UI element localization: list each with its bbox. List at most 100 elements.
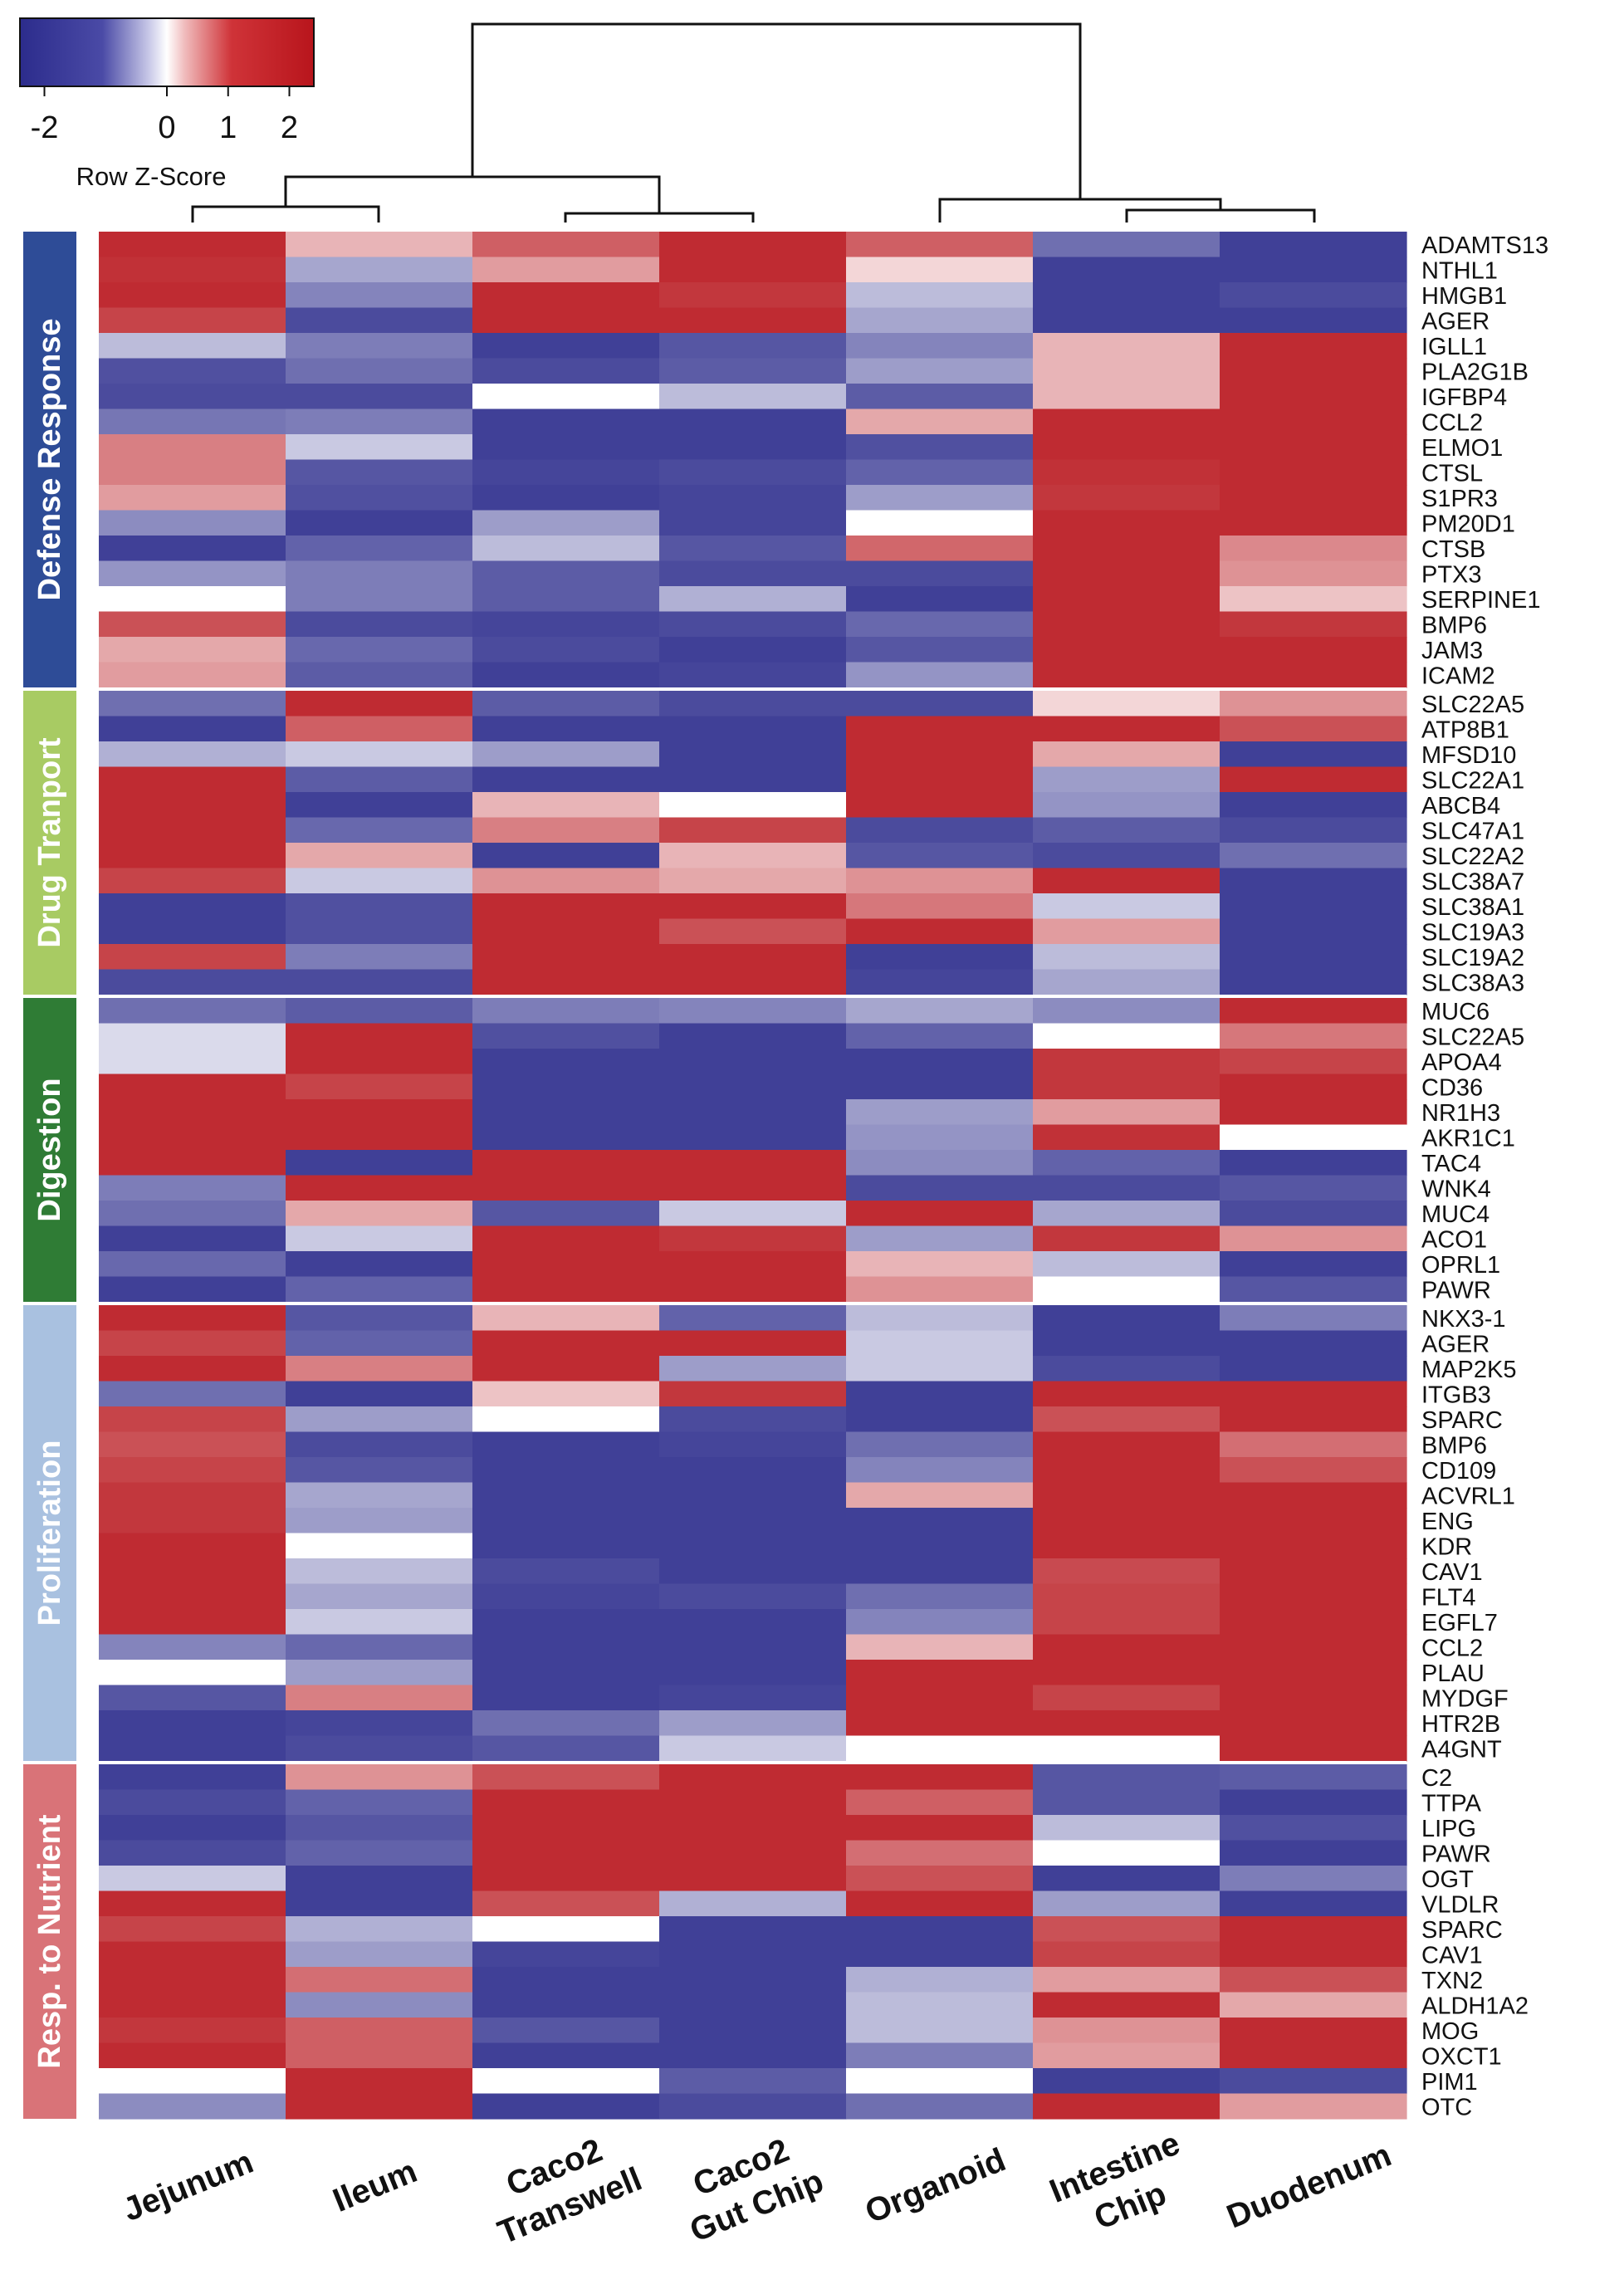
heatmap-cell bbox=[1033, 691, 1220, 717]
heatmap-cell bbox=[472, 510, 660, 536]
heatmap-cell bbox=[99, 408, 286, 435]
heatmap-cell bbox=[1220, 1482, 1407, 1509]
group-label: Proliferation bbox=[32, 1440, 67, 1626]
column-label: Caco2Transwell bbox=[477, 2122, 647, 2251]
heatmap-cell bbox=[846, 1840, 1034, 1866]
heatmap-cell bbox=[1220, 1175, 1407, 1201]
heatmap-cell bbox=[472, 1099, 660, 1126]
heatmap-cell bbox=[1033, 637, 1220, 663]
gene-label: CCL2 bbox=[1421, 1636, 1483, 1662]
heatmap-cell bbox=[1220, 792, 1407, 819]
gene-label: PTX3 bbox=[1421, 562, 1482, 589]
gene-label: AGER bbox=[1421, 1332, 1489, 1358]
heatmap-cell bbox=[846, 536, 1034, 562]
heatmap-cell bbox=[846, 1305, 1034, 1332]
heatmap-cell bbox=[1033, 384, 1220, 410]
heatmap-cell bbox=[846, 1789, 1034, 1816]
heatmap-cell bbox=[1033, 817, 1220, 844]
heatmap-cell bbox=[846, 1023, 1034, 1049]
heatmap-cell bbox=[1033, 1201, 1220, 1227]
heatmap-cell bbox=[472, 944, 660, 971]
heatmap-cell bbox=[99, 358, 286, 384]
heatmap-cell bbox=[1033, 1941, 1220, 1968]
heatmap-cell bbox=[846, 1508, 1034, 1534]
heatmap-cell bbox=[286, 1941, 473, 1968]
heatmap-cell bbox=[99, 1890, 286, 1917]
heatmap-cell bbox=[659, 741, 847, 768]
heatmap-cell bbox=[659, 1815, 847, 1841]
heatmap-cell bbox=[472, 716, 660, 742]
gene-label: TXN2 bbox=[1421, 1968, 1483, 1994]
heatmap-cell bbox=[659, 998, 847, 1025]
gene-label: HMGB1 bbox=[1421, 283, 1507, 310]
heatmap-cell bbox=[659, 1049, 847, 1075]
heatmap-cell bbox=[659, 1124, 847, 1151]
heatmap-cell bbox=[99, 232, 286, 258]
heatmap-cell bbox=[1033, 944, 1220, 971]
heatmap-cell bbox=[472, 1992, 660, 2018]
heatmap-cell bbox=[99, 1533, 286, 1559]
heatmap-cell bbox=[1033, 358, 1220, 384]
heatmap-cell bbox=[99, 1305, 286, 1332]
heatmap-cell bbox=[1220, 868, 1407, 894]
heatmap-cell bbox=[1033, 1482, 1220, 1509]
color-key: -2 0 1 2 Row Z-Score bbox=[19, 17, 315, 191]
heatmap-cell bbox=[99, 662, 286, 688]
heatmap-cell bbox=[846, 662, 1034, 688]
dendrogram-branch-caco2-pair bbox=[564, 212, 755, 223]
heatmap-cell bbox=[1033, 1457, 1220, 1484]
heatmap-cell bbox=[1033, 1175, 1220, 1201]
gene-label: ATP8B1 bbox=[1421, 717, 1509, 744]
heatmap-cell bbox=[286, 1866, 473, 1892]
heatmap-cell bbox=[1220, 766, 1407, 793]
gene-label: TAC4 bbox=[1421, 1151, 1481, 1177]
heatmap-cell bbox=[846, 918, 1034, 945]
heatmap-cell bbox=[846, 1533, 1034, 1559]
heatmap-cell bbox=[659, 2018, 847, 2044]
heatmap-cell bbox=[286, 1124, 473, 1151]
heatmap-cell bbox=[286, 1815, 473, 1841]
heatmap-cell bbox=[1220, 1225, 1407, 1252]
heatmap-cell bbox=[1033, 1992, 1220, 2018]
heatmap-cell bbox=[659, 1634, 847, 1661]
heatmap-cell bbox=[659, 868, 847, 894]
heatmap-cell bbox=[659, 408, 847, 435]
heatmap-cell bbox=[286, 1023, 473, 1049]
heatmap-cell bbox=[846, 307, 1034, 334]
heatmap-cell bbox=[472, 384, 660, 410]
heatmap-cell bbox=[472, 459, 660, 486]
heatmap-cell bbox=[1220, 1431, 1407, 1458]
heatmap-cell bbox=[99, 1735, 286, 1762]
heatmap-cell bbox=[99, 434, 286, 461]
heatmap-cell bbox=[472, 434, 660, 461]
heatmap-cell bbox=[1033, 1406, 1220, 1433]
heatmap-cell bbox=[99, 1276, 286, 1303]
heatmap-cell bbox=[659, 434, 847, 461]
heatmap-cell bbox=[1033, 1381, 1220, 1407]
heatmap-cell bbox=[1220, 843, 1407, 869]
heatmap-cell bbox=[286, 257, 473, 283]
heatmap-cell bbox=[1033, 1815, 1220, 1841]
heatmap-cell bbox=[286, 1992, 473, 2018]
heatmap-cell bbox=[286, 1533, 473, 1559]
heatmap-cell bbox=[472, 969, 660, 995]
group-separator bbox=[99, 687, 1406, 691]
heatmap-cell bbox=[1220, 510, 1407, 536]
heatmap-cell bbox=[1220, 1099, 1407, 1126]
heatmap-cell bbox=[846, 1330, 1034, 1357]
gene-label: CAV1 bbox=[1421, 1943, 1483, 1969]
heatmap-cell bbox=[286, 510, 473, 536]
heatmap-cell bbox=[99, 1150, 286, 1176]
heatmap-cell bbox=[1220, 1508, 1407, 1534]
heatmap-cell bbox=[1033, 232, 1220, 258]
heatmap-cell bbox=[99, 817, 286, 844]
heatmap-cell bbox=[286, 1330, 473, 1357]
group-sidebar: Defense Response Drug Tranport Digestion Pr… bbox=[23, 232, 76, 2119]
heatmap-cell bbox=[846, 1150, 1034, 1176]
gene-label: MUC6 bbox=[1421, 999, 1489, 1025]
heatmap-cell bbox=[846, 232, 1034, 258]
gene-label: SLC22A2 bbox=[1421, 844, 1524, 870]
heatmap-cell bbox=[1220, 1634, 1407, 1661]
heatmap-cell bbox=[472, 792, 660, 819]
heatmap-cell bbox=[99, 1967, 286, 1993]
